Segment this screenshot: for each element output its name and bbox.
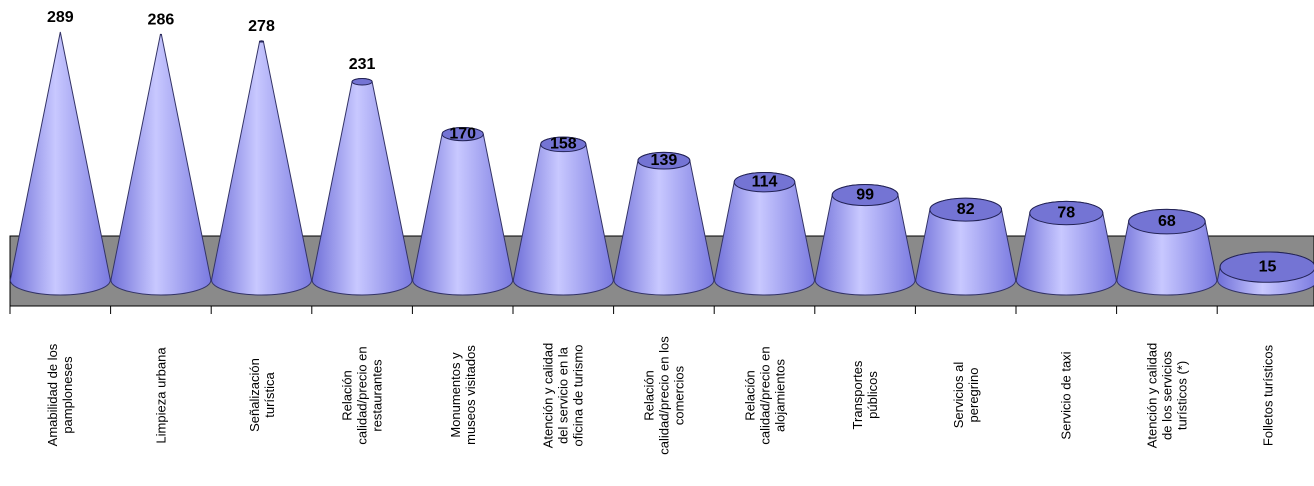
x-tick-label: Transportes públicos: [850, 360, 881, 430]
cone-top: [259, 40, 264, 43]
value-label: 231: [349, 56, 376, 73]
x-tick-label: Relación calidad/precio en restaurantes: [339, 345, 385, 445]
value-label: 286: [148, 12, 175, 29]
x-tick-label: Atención y calidad del servicio en la of…: [540, 342, 586, 448]
cone: [210, 40, 313, 296]
cone-top: [351, 78, 373, 86]
x-tick-label: Atención y calidad de los servicios turí…: [1144, 342, 1190, 448]
cone-top: [441, 127, 484, 142]
cone-top: [540, 136, 587, 153]
x-tick-label: Monumentos y museos visitados: [447, 345, 478, 445]
value-label: 114: [752, 173, 778, 190]
x-tick-label: Señalización turística: [246, 358, 277, 432]
cone-top: [831, 184, 899, 207]
x-tick-label: Servicios al peregrino: [950, 361, 981, 429]
cone: [512, 136, 614, 296]
x-tick-label: Relación calidad/precio en alojamientos: [742, 345, 787, 445]
cone-top: [1128, 208, 1206, 235]
cone-top: [1029, 200, 1104, 226]
value-label: 139: [651, 152, 678, 169]
cone-top: [637, 151, 691, 170]
x-tick-label: Relación calidad/precio en los comercios: [641, 335, 687, 455]
value-label: 82: [957, 201, 975, 218]
x-tick-label: Folletos turísticos: [1260, 344, 1275, 446]
value-label: 158: [550, 136, 577, 153]
cone-top: [1219, 251, 1314, 283]
cone-top: [733, 171, 796, 193]
value-label: 170: [449, 125, 476, 142]
x-tick-label: Limpieza urbana: [153, 346, 169, 444]
cone: [412, 127, 514, 296]
cone: [9, 31, 111, 296]
x-tick-label: Servicio de taxi: [1058, 350, 1074, 440]
cone-top: [929, 197, 1003, 222]
x-tick-label: Amabilidad de los pamploneses: [45, 343, 76, 447]
value-label: 289: [47, 9, 74, 26]
value-label: 99: [856, 186, 874, 203]
cone: [110, 33, 212, 296]
cone: [613, 151, 715, 296]
value-label: 68: [1158, 213, 1176, 230]
value-label: 78: [1057, 204, 1075, 221]
value-label: 278: [248, 18, 275, 35]
cone: [311, 78, 413, 296]
value-label: 15: [1259, 258, 1277, 275]
